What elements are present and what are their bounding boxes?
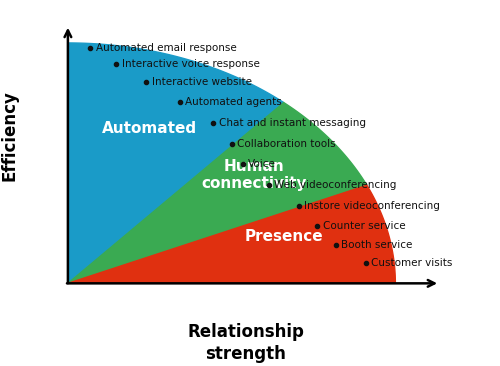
Text: Automated agents: Automated agents <box>185 97 282 107</box>
Text: Chat and instant messaging: Chat and instant messaging <box>218 118 366 128</box>
Text: Booth service: Booth service <box>342 240 413 250</box>
Text: Efficiency: Efficiency <box>0 90 18 181</box>
Text: Presence: Presence <box>244 229 323 244</box>
Text: Instore videoconferencing: Instore videoconferencing <box>304 201 440 211</box>
Text: Interactive voice response: Interactive voice response <box>122 59 260 68</box>
Text: Collaboration tools: Collaboration tools <box>237 139 336 149</box>
Text: Customer visits: Customer visits <box>371 258 452 268</box>
Text: Relationship
strength: Relationship strength <box>188 322 304 363</box>
Text: Automated email response: Automated email response <box>96 43 236 53</box>
Text: Web videoconferencing: Web videoconferencing <box>274 180 397 190</box>
Text: Counter service: Counter service <box>323 221 406 231</box>
Polygon shape <box>68 102 367 283</box>
Text: Human
connectivity: Human connectivity <box>201 158 306 191</box>
Text: Automated: Automated <box>102 121 198 136</box>
Text: Voice: Voice <box>248 160 276 169</box>
Polygon shape <box>68 43 284 283</box>
Text: Interactive website: Interactive website <box>152 77 252 87</box>
Polygon shape <box>68 185 396 283</box>
